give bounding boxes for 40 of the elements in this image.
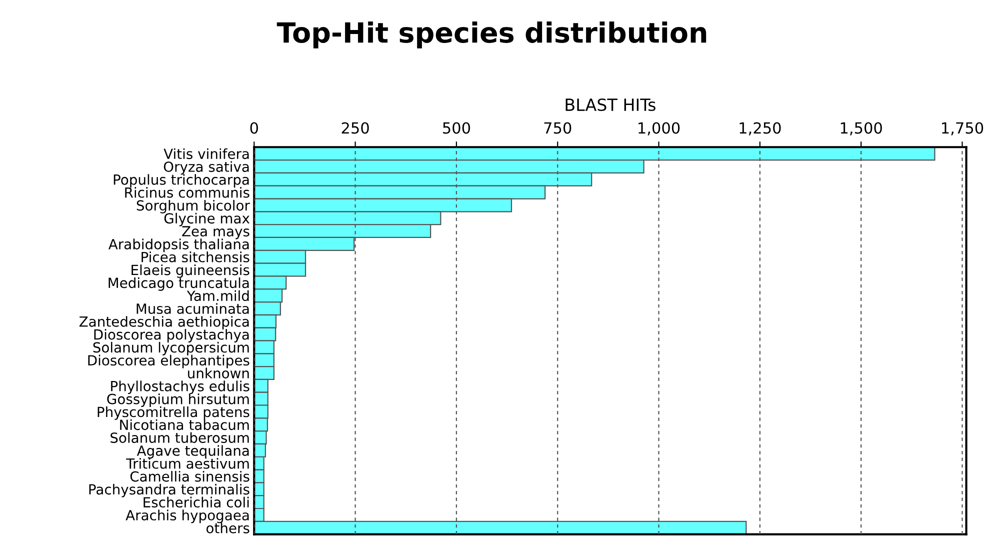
y-tick-label: Escherichia coli [144, 496, 249, 508]
y-tick-label: Phyllostachys edulis [111, 380, 250, 394]
x-tick-label: 0 [250, 122, 258, 134]
y-tick-label: Populus trichocarpa [114, 174, 249, 188]
x-tick-label: 1,750 [942, 122, 984, 136]
x-tick-label: 1,500 [840, 122, 882, 136]
x-tick-label: 750 [544, 122, 572, 134]
y-tick-label: Musa acuminata [136, 303, 249, 314]
y-tick-label: Elaeis guineensis [132, 264, 250, 278]
y-tick-label: Triticum aestivum [126, 458, 249, 469]
y-tick-label: Yam.mild [186, 290, 249, 302]
y-tick-label: Solanum tuberosum [110, 432, 249, 443]
y-tick-label: Gossypium hirsutum [107, 394, 249, 407]
y-tick-label: others [206, 522, 250, 534]
y-tick-label: Sorghum bicolor [136, 200, 250, 214]
y-tick-label: Pachysandra terminalis [89, 484, 250, 498]
y-tick-label: Solanum lycopersicum [93, 342, 249, 356]
y-tick-label: Nicotiana tabacum [120, 419, 249, 430]
x-tick-label: 1,250 [740, 122, 781, 136]
x-tick-label: 250 [342, 122, 369, 134]
y-tick-label: Ricinus communis [125, 187, 250, 198]
y-tick-label: Camellia sinensis [130, 470, 250, 482]
y-tick-label: Oryza sativa [164, 161, 249, 175]
y-tick-label: Vitis vinifera [164, 148, 249, 160]
x-tick-label: 500 [443, 122, 470, 134]
y-tick-label: Medicago truncatula [108, 277, 249, 291]
y-tick-label: Agave tequilana [136, 445, 249, 459]
y-tick-label: Glycine max [164, 212, 250, 226]
y-tick-label: Arabidopsis thaliana [108, 238, 249, 252]
y-tick-label: Physcomitrella patens [98, 406, 250, 420]
x-axis-title: BLAST HITs [566, 98, 656, 112]
y-tick-label: Zantedeschia aethiopica [79, 316, 249, 330]
y-tick-label: Dioscorea elephantipes [88, 354, 250, 368]
y-tick-label: Zea mays [182, 226, 250, 240]
y-tick-label: Dioscorea polystachya [94, 328, 249, 342]
y-tick-label: Picea sitchensis [142, 252, 250, 262]
y-tick-label: unknown [188, 368, 249, 378]
y-tick-label: Arachis hypogaea [126, 510, 249, 524]
x-tick-label: 1,000 [638, 122, 680, 136]
chart-title: Top-Hit species distribution [276, 21, 706, 48]
